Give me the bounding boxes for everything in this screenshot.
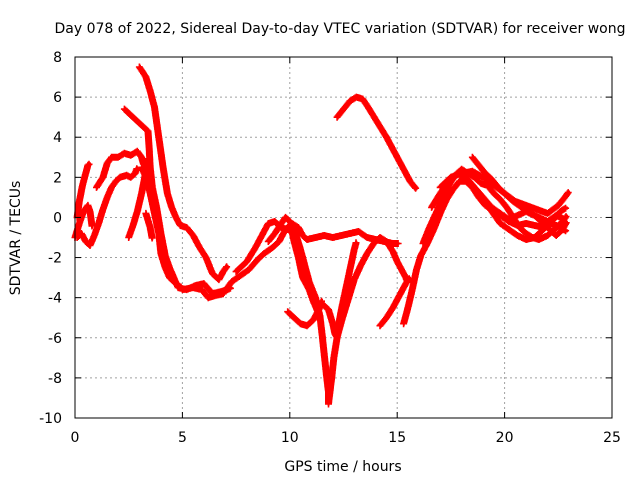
x-tick-label: 10 bbox=[281, 430, 299, 446]
x-tick-label: 25 bbox=[603, 430, 621, 446]
y-tick-label: 4 bbox=[53, 130, 62, 146]
series-track-17 bbox=[333, 93, 420, 192]
series-markers bbox=[333, 239, 360, 338]
y-tick-label: -10 bbox=[39, 411, 62, 427]
series-track-23 bbox=[479, 193, 570, 243]
y-tick-label: -6 bbox=[48, 331, 62, 347]
y-tick-label: -8 bbox=[48, 371, 62, 387]
axis-ticks: 0 5 10 15 20 25 -10 -8 -6 -4 -2 0 2 4 6 8 bbox=[39, 50, 621, 446]
y-tick-label: -4 bbox=[48, 291, 62, 307]
y-tick-label: 0 bbox=[53, 210, 62, 226]
series-markers bbox=[138, 163, 185, 291]
series-track-04 bbox=[93, 147, 147, 191]
x-tick-label: 5 bbox=[178, 430, 187, 446]
series-markers bbox=[135, 63, 231, 284]
x-tick-label: 0 bbox=[71, 430, 80, 446]
y-axis-label: SDTVAR / TECUs bbox=[8, 181, 24, 296]
series-markers bbox=[333, 93, 420, 192]
chart-title: Day 078 of 2022, Sidereal Day-to-day VTE… bbox=[55, 21, 626, 37]
y-tick-label: 6 bbox=[53, 90, 62, 106]
series-track-08 bbox=[138, 163, 185, 291]
y-tick-label: -2 bbox=[48, 251, 62, 267]
y-tick-label: 2 bbox=[53, 170, 62, 186]
series-markers bbox=[142, 209, 156, 242]
data-series bbox=[71, 63, 572, 408]
x-tick-label: 20 bbox=[496, 430, 514, 446]
series-track-07 bbox=[135, 63, 231, 284]
gridlines bbox=[75, 57, 612, 418]
series-track-16 bbox=[376, 275, 413, 330]
series-markers bbox=[479, 193, 570, 243]
series-track-13 bbox=[264, 213, 332, 406]
x-tick-label: 15 bbox=[388, 430, 406, 446]
x-axis-label: GPS time / hours bbox=[284, 459, 401, 475]
plot-frame bbox=[74, 56, 613, 419]
y-tick-label: 8 bbox=[53, 50, 62, 66]
series-markers bbox=[376, 275, 413, 330]
series-markers bbox=[93, 147, 147, 191]
series-markers bbox=[264, 213, 332, 406]
series-track-15 bbox=[333, 239, 360, 338]
series-track-09 bbox=[142, 209, 156, 242]
